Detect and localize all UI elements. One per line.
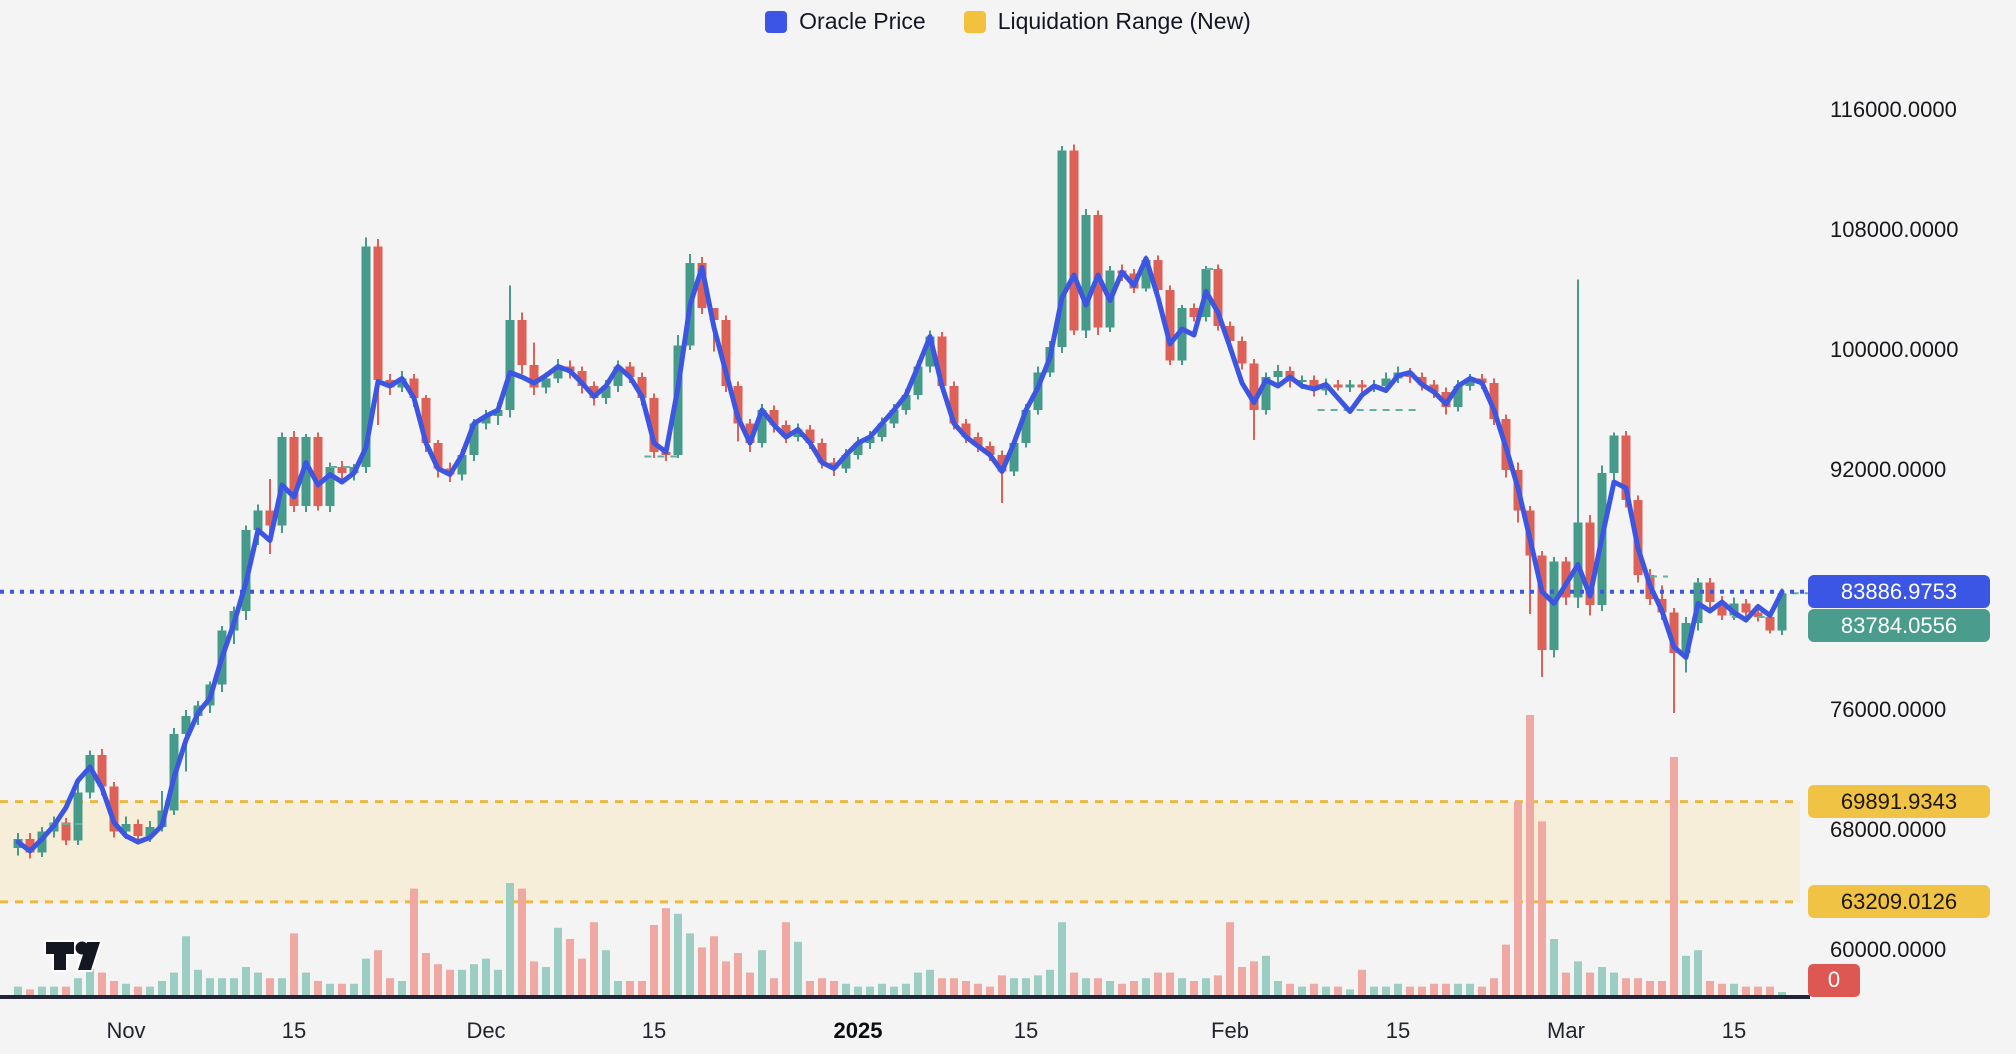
price-axis-label: 68000.0000	[1830, 817, 1947, 842]
price-axis-label: 116000.0000	[1830, 97, 1957, 122]
liquidation-range-band	[0, 800, 1800, 904]
price-axis-label: 76000.0000	[1830, 697, 1947, 722]
price-axis-label: 92000.0000	[1830, 457, 1947, 482]
price-axis-label: 108000.0000	[1830, 217, 1959, 242]
time-axis-label: Dec	[466, 1018, 506, 1043]
last-close-price-badge: 83784.0556	[1808, 609, 1990, 643]
oracle-price-badge: 83886.9753	[1808, 575, 1990, 609]
legend-label-oracle-price: Oracle Price	[799, 8, 926, 34]
time-axis-label: 15	[281, 1018, 307, 1043]
time-axis-label: 15	[1385, 1018, 1411, 1043]
tradingview-logo[interactable]	[42, 932, 108, 980]
price-axis-label: 60000.0000	[1830, 937, 1947, 962]
price-axis-label: 100000.0000	[1830, 337, 1959, 362]
liquidation-upper-badge: 69891.9343	[1808, 785, 1990, 819]
legend-label-liquidation-range: Liquidation Range (New)	[997, 8, 1251, 34]
volume-zero-badge: 0	[1808, 963, 1860, 997]
oracle-price-swatch-icon	[765, 10, 788, 33]
liquidation-range-swatch-icon	[963, 10, 986, 33]
time-axis-label: 2025	[833, 1018, 883, 1043]
liquidation-lower-badge: 63209.0126	[1808, 885, 1990, 919]
oracle-price-line	[15, 256, 1785, 854]
time-axis-label: Feb	[1211, 1018, 1249, 1043]
time-axis-label: Mar	[1547, 1018, 1585, 1043]
time-axis-label: Nov	[106, 1018, 146, 1043]
chart-legend: Oracle Price Liquidation Range (New)	[0, 8, 2016, 35]
time-axis-label: 15	[1721, 1018, 1747, 1043]
time-axis-label: 15	[1013, 1018, 1039, 1043]
volume-histogram	[14, 715, 1786, 995]
time-axis-label: 15	[641, 1018, 667, 1043]
legend-item-liquidation-range: Liquidation Range (New)	[963, 8, 1251, 35]
legend-item-oracle-price: Oracle Price	[765, 8, 926, 35]
